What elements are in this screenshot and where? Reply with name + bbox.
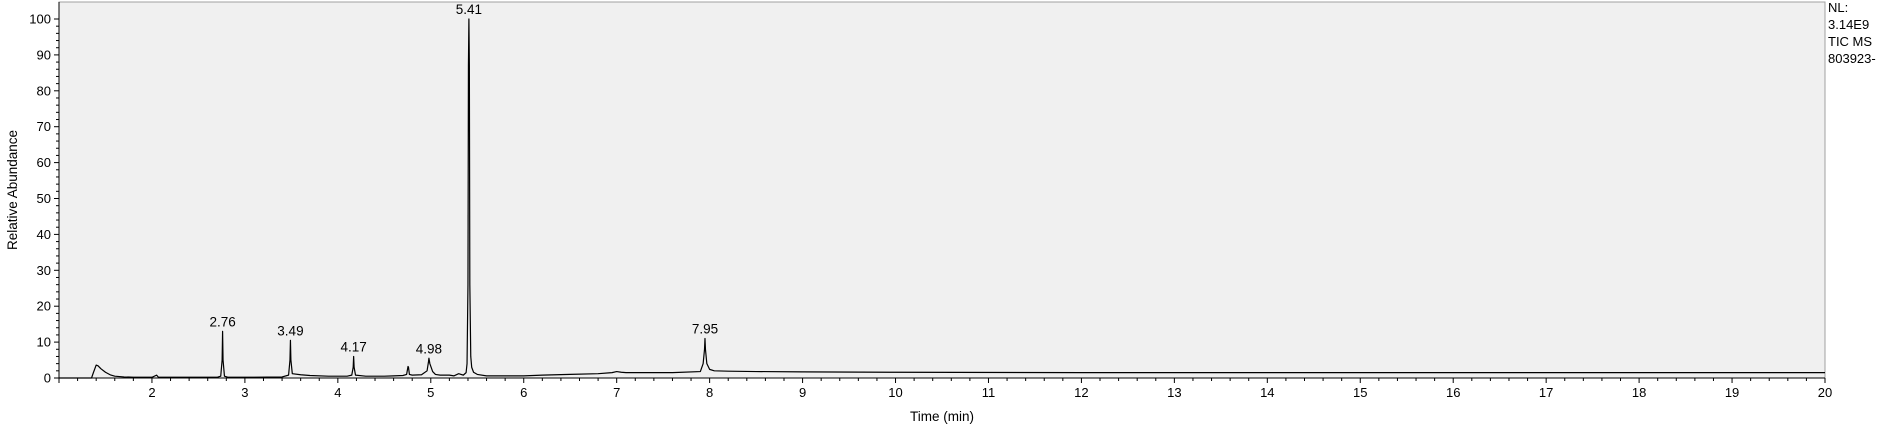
x-tick-label: 6 <box>520 385 527 400</box>
y-axis-title: Relative Abundance <box>5 130 20 250</box>
x-tick-label: 17 <box>1539 385 1553 400</box>
x-tick-label: 13 <box>1167 385 1181 400</box>
y-tick-label: 50 <box>37 191 51 206</box>
x-tick-label: 18 <box>1632 385 1646 400</box>
peak-label: 3.49 <box>277 323 303 338</box>
y-tick-label: 60 <box>37 155 51 170</box>
y-axis-ticks: 0 10 20 30 40 50 60 70 80 90 100 <box>29 12 59 386</box>
x-axis-ticks: 2 3 4 5 6 7 8 9 10 11 12 13 14 15 16 17 18 19 20 <box>58 378 1832 400</box>
peak-label: 4.98 <box>416 341 442 356</box>
x-tick-label: 2 <box>148 385 155 400</box>
y-tick-label: 0 <box>44 371 51 386</box>
side-info-line: NL: <box>1828 0 1848 15</box>
x-axis-title: Time (min) <box>910 409 974 424</box>
x-tick-label: 9 <box>799 385 806 400</box>
y-tick-label: 20 <box>37 299 51 314</box>
series-line <box>59 18 1825 379</box>
x-tick-label: 15 <box>1353 385 1367 400</box>
x-tick-label: 11 <box>982 385 996 400</box>
x-tick-label: 12 <box>1074 385 1088 400</box>
peak-label: 4.17 <box>341 339 367 354</box>
x-tick-label: 10 <box>888 385 902 400</box>
y-tick-label: 10 <box>37 335 51 350</box>
x-tick-label: 16 <box>1446 385 1460 400</box>
side-info-panel: NL: 3.14E9 TIC MS 803923- <box>1828 0 1876 66</box>
peak-label: 5.41 <box>456 2 482 17</box>
side-info-line: 803923- <box>1828 51 1876 66</box>
plot-area <box>58 1 1826 379</box>
series-layer <box>59 18 1825 379</box>
x-tick-label: 4 <box>334 385 341 400</box>
peak-label: 7.95 <box>692 322 718 337</box>
y-tick-label: 30 <box>37 263 51 278</box>
x-tick-label: 8 <box>706 385 713 400</box>
y-tick-label: 90 <box>37 47 51 62</box>
x-tick-label: 19 <box>1725 385 1739 400</box>
x-tick-label: 3 <box>241 385 248 400</box>
peak-label: 2.76 <box>209 314 235 329</box>
y-tick-label: 70 <box>37 119 51 134</box>
peak-labels: 2.76 3.49 4.17 4.98 5.41 7.95 <box>209 2 718 356</box>
side-info-line: 3.14E9 <box>1828 17 1869 32</box>
side-info-line: TIC MS <box>1828 34 1872 49</box>
x-tick-label: 20 <box>1818 385 1832 400</box>
x-tick-label: 14 <box>1260 385 1274 400</box>
y-tick-label: 40 <box>37 227 51 242</box>
x-tick-label: 5 <box>427 385 434 400</box>
x-tick-label: 7 <box>613 385 620 400</box>
y-tick-label: 100 <box>29 12 51 27</box>
y-tick-label: 80 <box>37 83 51 98</box>
